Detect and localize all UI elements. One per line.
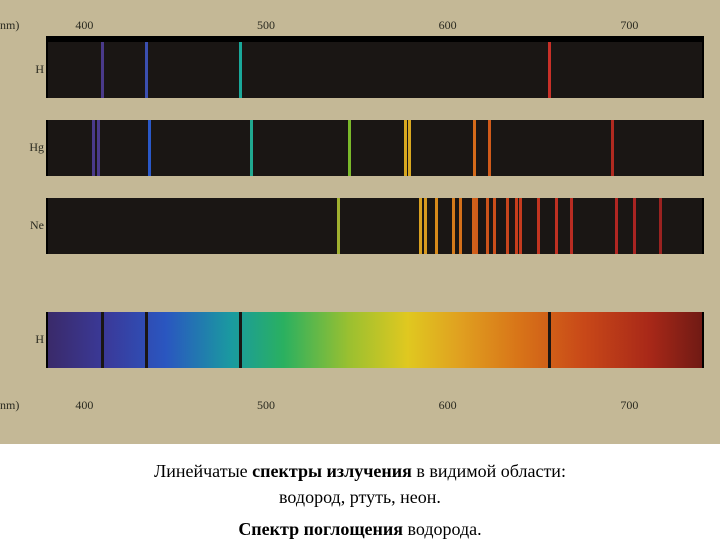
axis-tick: 700 <box>620 398 638 413</box>
absorption-line <box>101 312 104 368</box>
spectral-line <box>408 120 411 176</box>
caption: Линейчатые спектры излучения в видимой о… <box>0 444 720 542</box>
axis-tick: 600 <box>439 398 457 413</box>
caption-line-2: водород, ртуть, неон. <box>20 484 700 510</box>
spectral-line <box>548 42 551 98</box>
caption-bold: Спектр поглощения <box>238 519 403 539</box>
axis-unit: nm) <box>0 398 30 413</box>
spectral-line <box>452 198 455 254</box>
spectral-line <box>459 198 462 254</box>
spectral-line <box>97 120 100 176</box>
spectral-line <box>148 120 151 176</box>
spectral-line <box>611 120 614 176</box>
background-block <box>0 428 720 444</box>
spectra-panel: 400 500 600 700 nm) 400 500 600 700 nm) H Hg Ne H <box>0 0 720 444</box>
spectral-line <box>250 120 253 176</box>
emission-spectrum-ne <box>48 198 702 254</box>
spectral-line <box>424 198 427 254</box>
caption-line-1: Линейчатые спектры излучения в видимой о… <box>20 458 700 484</box>
spectral-line <box>659 198 662 254</box>
wavelength-axis-bot: 400 500 600 700 <box>48 398 702 418</box>
spectral-line <box>537 198 540 254</box>
absorption-line <box>239 312 242 368</box>
spectral-line <box>633 198 636 254</box>
spectral-line <box>473 120 476 176</box>
axis-unit: nm) <box>0 18 30 33</box>
absorption-line <box>548 312 551 368</box>
spectral-line <box>570 198 573 254</box>
background-block <box>0 98 720 120</box>
spectral-line <box>92 120 95 176</box>
emission-spectrum-hg <box>48 120 702 176</box>
axis-tick: 400 <box>75 18 93 33</box>
caption-text: Линейчатые <box>154 461 252 481</box>
emission-spectrum-h <box>48 42 702 98</box>
spectral-line <box>239 42 242 98</box>
element-label: H <box>4 62 44 77</box>
spectral-line <box>337 198 340 254</box>
element-label: H <box>4 332 44 347</box>
spectral-line <box>419 198 422 254</box>
caption-text: водорода. <box>403 519 482 539</box>
axis-tick: 500 <box>257 398 275 413</box>
spectral-line <box>475 198 478 254</box>
background-block <box>704 0 720 428</box>
spectral-line <box>515 198 518 254</box>
spectral-line <box>101 42 104 98</box>
axis-tick: 700 <box>620 18 638 33</box>
spectral-line <box>435 198 438 254</box>
spectral-line <box>348 120 351 176</box>
spectral-line <box>555 198 558 254</box>
background-block <box>0 254 720 312</box>
background-block <box>0 176 720 198</box>
element-label: Ne <box>4 218 44 233</box>
spectral-line <box>488 120 491 176</box>
caption-text: в видимой области: <box>412 461 566 481</box>
spectral-line <box>493 198 496 254</box>
element-label: Hg <box>4 140 44 155</box>
axis-tick: 600 <box>439 18 457 33</box>
spectral-line <box>519 198 522 254</box>
caption-bold: спектры излучения <box>252 461 412 481</box>
spectral-line <box>506 198 509 254</box>
spectral-line <box>486 198 489 254</box>
wavelength-axis-top: 400 500 600 700 <box>48 18 702 38</box>
spectral-line <box>145 42 148 98</box>
caption-line-3: Спектр поглощения водорода. <box>20 516 700 542</box>
axis-tick: 500 <box>257 18 275 33</box>
absorption-spectrum-h <box>48 312 702 368</box>
spectral-line <box>404 120 407 176</box>
emission-background <box>48 120 702 176</box>
spectral-line <box>472 198 475 254</box>
emission-background <box>48 198 702 254</box>
spectral-line <box>615 198 618 254</box>
absorption-line <box>145 312 148 368</box>
axis-tick: 400 <box>75 398 93 413</box>
